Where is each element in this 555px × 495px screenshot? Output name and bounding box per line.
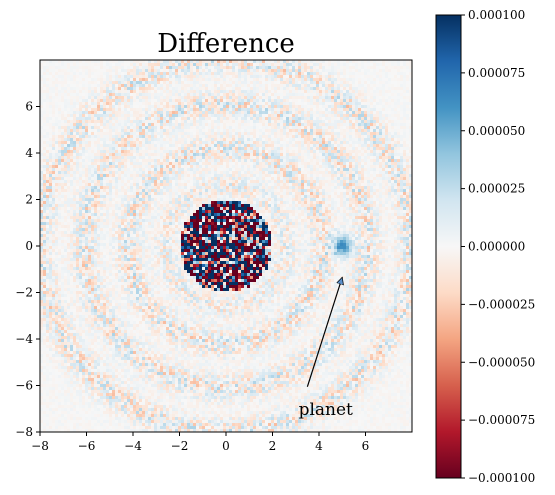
colorbar-tick-label: 0.000000 bbox=[468, 240, 525, 254]
colorbar: 0.000100 0.000075 0.000050 0.000025 0.000000… bbox=[435, 8, 535, 485]
chart-title: Difference bbox=[157, 29, 295, 59]
colorbar-tick-label: 0.000075 bbox=[468, 66, 525, 80]
y-tick-label: −4 bbox=[15, 332, 33, 346]
colorbar-gradient bbox=[435, 14, 462, 479]
colorbar-tick-label: 0.000100 bbox=[468, 8, 525, 22]
y-tick-label: −6 bbox=[15, 379, 33, 393]
colorbar-tick-label: −0.000050 bbox=[468, 355, 535, 369]
colorbar-tick-label: 0.000050 bbox=[468, 124, 525, 138]
y-tick-label: 4 bbox=[25, 146, 33, 160]
colorbar-tick-label: −0.000100 bbox=[468, 471, 535, 485]
colorbar-tick-label: −0.000075 bbox=[468, 413, 535, 427]
x-tick-label: −4 bbox=[124, 439, 142, 453]
heatmap-image bbox=[40, 60, 412, 432]
y-tick-label: −2 bbox=[15, 286, 33, 300]
x-tick-label: 6 bbox=[362, 439, 370, 453]
colorbar-tick-label: 0.000025 bbox=[468, 182, 525, 196]
heatmap-pixels bbox=[40, 60, 412, 432]
colorbar-tick-label: −0.000025 bbox=[468, 297, 535, 311]
colorbar-ticks: 0.000100 0.000075 0.000050 0.000025 0.000000… bbox=[461, 8, 535, 485]
planet-arrow bbox=[306, 277, 342, 387]
x-tick-label: −2 bbox=[171, 439, 189, 453]
y-tick-label: 6 bbox=[25, 100, 33, 114]
planet-annotation: planet bbox=[299, 277, 353, 420]
x-axis: −8 −6 −4 −2 0 2 4 6 bbox=[31, 432, 369, 453]
y-axis: −8 −6 −4 −2 0 2 4 6 bbox=[15, 100, 40, 439]
x-tick-label: 0 bbox=[222, 439, 230, 453]
x-tick-label: −6 bbox=[78, 439, 96, 453]
y-tick-label: 0 bbox=[25, 239, 33, 253]
x-tick-label: 4 bbox=[315, 439, 323, 453]
y-tick-label: 2 bbox=[25, 193, 33, 207]
x-tick-label: −8 bbox=[31, 439, 49, 453]
y-tick-label: −8 bbox=[15, 425, 33, 439]
planet-label: planet bbox=[299, 400, 353, 420]
x-tick-label: 2 bbox=[269, 439, 277, 453]
